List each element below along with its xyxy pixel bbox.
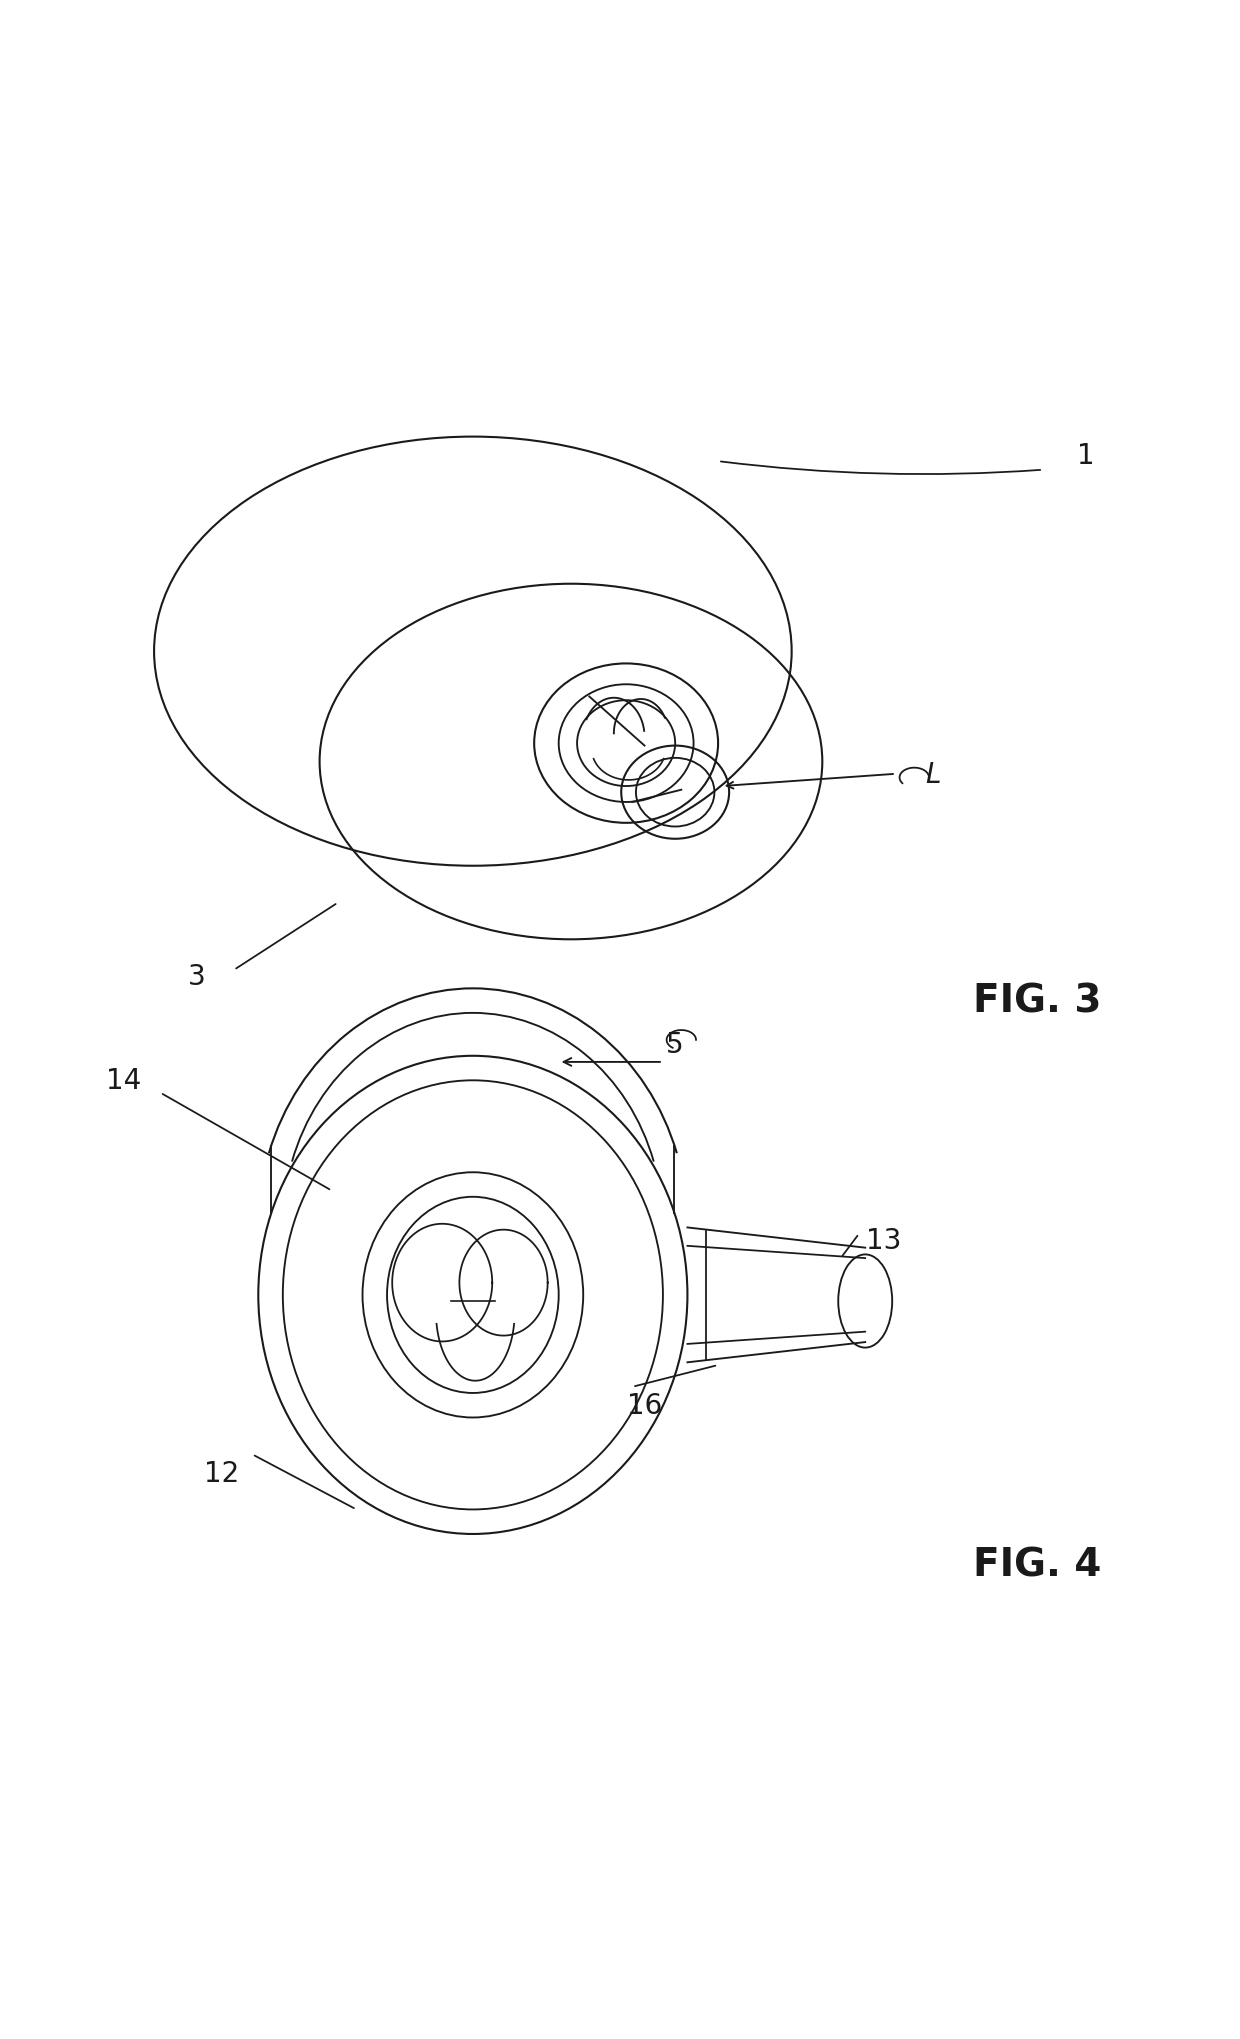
Text: FIG. 4: FIG. 4	[972, 1546, 1101, 1584]
Text: 5: 5	[666, 1030, 684, 1058]
Text: L: L	[925, 761, 940, 789]
Text: 1: 1	[1078, 442, 1095, 469]
Text: FIG. 3: FIG. 3	[972, 983, 1101, 1020]
Text: 16: 16	[627, 1391, 662, 1419]
Text: 12: 12	[203, 1460, 239, 1486]
Text: 13: 13	[866, 1225, 901, 1254]
Text: 3: 3	[188, 962, 206, 991]
Text: 14: 14	[105, 1066, 141, 1095]
